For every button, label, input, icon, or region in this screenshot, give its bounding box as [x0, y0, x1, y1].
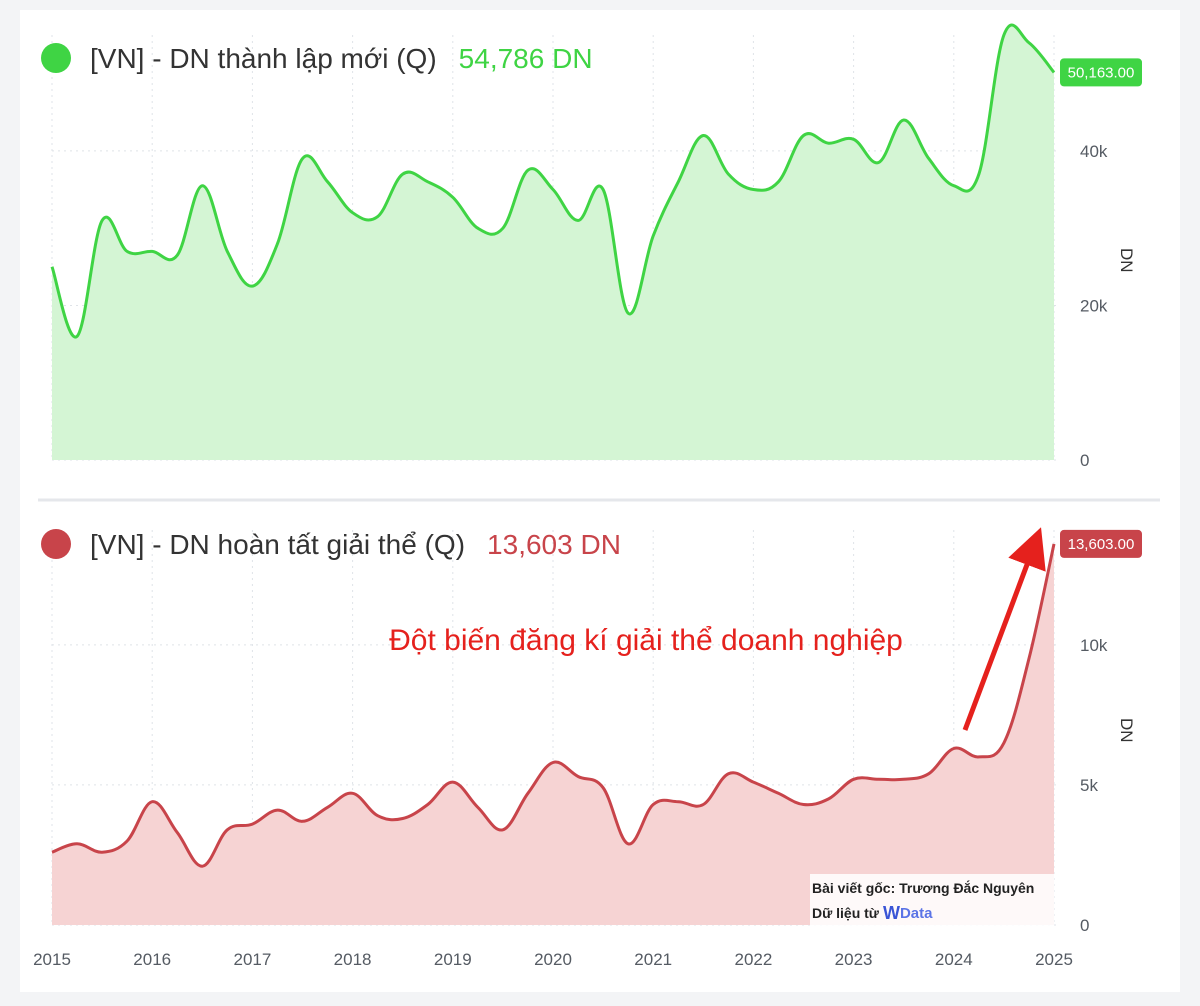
- y-tick-label-dissolved: 5k: [1080, 776, 1098, 795]
- x-tick-label: 2017: [233, 950, 271, 969]
- y-tick-label-new: 0: [1080, 451, 1089, 470]
- spike-annotation: Đột biến đăng kí giải thể doanh nghiệp: [389, 624, 903, 657]
- watermark-line1: Bài viết gốc: Trương Đắc Nguyên: [812, 879, 1034, 896]
- x-tick-label: 2022: [734, 950, 772, 969]
- last-value-label-new: 50,163.00: [1068, 64, 1135, 81]
- legend-label-dissolved: [VN] - DN hoàn tất giải thể (Q): [90, 529, 465, 560]
- last-value-label-dissolved: 13,603.00: [1068, 536, 1135, 553]
- x-tick-label: 2021: [634, 950, 672, 969]
- series-area-new: [52, 24, 1054, 460]
- series-area-dissolved: [52, 543, 1054, 925]
- y-tick-label-new: 40k: [1080, 142, 1108, 161]
- x-tick-label: 2025: [1035, 950, 1073, 969]
- legend-label-new: [VN] - DN thành lập mới (Q): [90, 43, 437, 74]
- chart-layer: 0 20k 40k 50,163.00 DN [VN] - DN thành lập mớ…: [33, 23, 1142, 969]
- charts-svg: 0 20k 40k 50,163.00 DN [VN] - DN thành lập mớ…: [33, 23, 1160, 969]
- watermark-logo-w: W: [883, 903, 900, 923]
- y-tick-label-dissolved: 0: [1080, 916, 1089, 935]
- y-tick-label-new: 20k: [1080, 296, 1108, 315]
- y-axis-unit-new: DN: [1117, 248, 1136, 273]
- legend-value-new: 54,786 DN: [459, 43, 593, 74]
- x-tick-label: 2019: [434, 950, 472, 969]
- annotation-arrow: [962, 527, 1046, 731]
- x-tick-label: 2020: [534, 950, 572, 969]
- watermark-box: [810, 874, 1054, 926]
- watermark-line2: Dữ liệu từ: [812, 905, 880, 921]
- x-tick-label: 2015: [33, 950, 71, 969]
- legend-value-dissolved: 13,603 DN: [487, 529, 621, 560]
- series-line-dissolved: [51, 543, 1056, 868]
- x-tick-label: 2023: [835, 950, 873, 969]
- last-value-badge-dissolved: [1060, 529, 1142, 558]
- watermark-logo-data: Data: [900, 905, 933, 922]
- last-value-badge-new: [1060, 58, 1142, 87]
- legend-dot-new: [41, 43, 71, 73]
- chart-panel: 0 20k 40k 50,163.00 DN [VN] - DN thành lập mớ…: [20, 10, 1180, 992]
- legend-dot-dissolved: [41, 529, 71, 559]
- x-tick-label: 2016: [133, 950, 171, 969]
- x-tick-label: 2024: [935, 950, 973, 969]
- y-tick-label-dissolved: 10k: [1080, 636, 1108, 655]
- y-axis-unit-dissolved: DN: [1117, 718, 1136, 743]
- x-tick-label: 2018: [334, 950, 372, 969]
- series-line-new: [50, 23, 1056, 339]
